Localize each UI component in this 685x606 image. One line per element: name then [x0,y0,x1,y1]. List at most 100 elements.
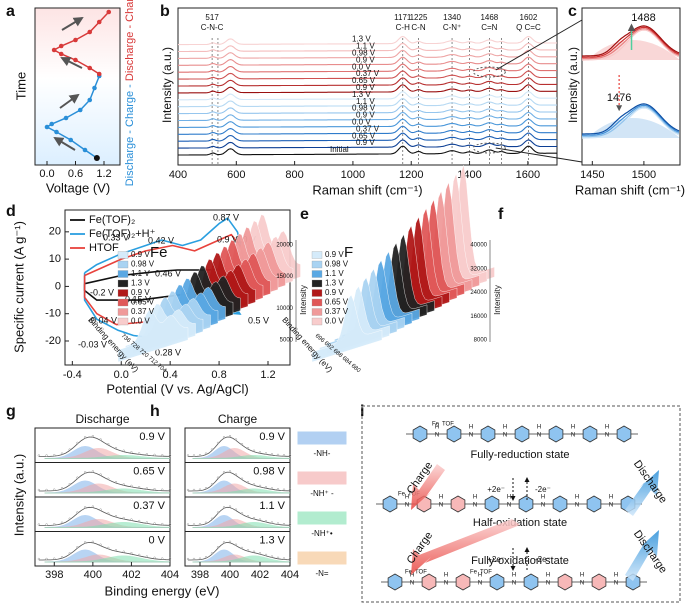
data-point [222,506,226,509]
ring [518,495,534,513]
spectrum [582,29,680,61]
y-axis-label: Intensity (a.u.) [11,454,26,536]
data-point [186,488,190,492]
data-point [161,488,164,491]
z-tick-label: 16000 [470,314,487,320]
x-tick-label: 0.4 [163,369,178,381]
peak-position: 1171 [394,13,412,22]
discharge-arrow [625,530,659,581]
element-label: Fe [150,244,168,261]
data-point [45,454,48,457]
data-point [270,521,274,524]
ring [586,495,602,513]
data-point [107,546,110,550]
data-point [258,518,262,521]
peak-position: 1340 [443,13,461,22]
x-tick-label: 400 [221,569,239,581]
data-point [91,505,95,508]
data-point [240,477,244,480]
atom-label: H [410,573,414,579]
legend-swatch [311,279,323,288]
spectrum [178,63,558,73]
data-point [282,454,286,457]
y-axis-label: Intensity (a.u.) [160,47,174,123]
x-tick-label: 600 [227,169,245,181]
data-point [76,511,79,514]
data-point [53,522,56,526]
data-point [246,549,250,552]
x-axis-label: Voltage (V) [46,180,110,195]
annotation: 0.42 V [148,235,174,245]
peak-name: C-N⁺ [443,23,461,32]
envelope [38,436,171,457]
atom-label: N [609,503,613,509]
zoom-line [495,19,583,71]
y-axis-label: Intensity (a.u.) [566,47,580,123]
x-tick-label: 398 [191,569,209,581]
atom-label: N [439,503,443,509]
y-tick-label: 10 [49,253,61,265]
atom-label: N [507,503,511,509]
data-point [130,451,133,454]
legend-label: 0.65 V [325,298,349,307]
spectrum-label: 0.37 V [356,69,380,78]
data-point [60,521,64,524]
data-point [252,550,256,553]
x-tick-label: -0.4 [63,369,82,381]
data-point [240,512,244,515]
atom-label: H [512,573,516,579]
data-point [68,552,71,555]
component [587,118,680,138]
spectrum [582,26,680,58]
side-label-part: Discharge - Charge - [124,81,136,186]
annotation: 0.33 V [103,232,129,242]
point [96,19,102,25]
data-point [282,488,286,491]
component [192,455,291,459]
panel-title: Discharge [75,412,129,426]
highlight [472,66,506,78]
atom-label: H [444,573,448,579]
annotation: -0.2 V [90,287,114,297]
x-tick-label: 712 [147,356,159,367]
data-point [114,549,118,552]
legend-label: -NH- [314,449,331,458]
atom-label: Fe [405,570,413,576]
z-tick-label: 20000 [276,243,293,249]
legend-swatch [117,298,129,307]
component [44,488,171,494]
atom-label: H [537,425,541,431]
data-point [198,453,202,457]
point [106,9,112,15]
point [87,97,93,103]
spectrum [178,98,558,108]
legend-swatch [297,431,347,445]
data-point [122,516,125,520]
panel-letter: b [160,3,170,20]
x-tick-label: 400 [169,169,187,181]
spectrum [178,118,558,128]
point [87,65,93,71]
legend-label: -NH⁺• [311,529,332,538]
peak-position: 1225 [410,13,428,22]
envelope [38,471,171,492]
ring [552,495,568,513]
atom-label: N [546,581,550,587]
charge-arrow [411,464,445,510]
data-point [161,522,164,526]
x-tick-label: 696 [314,333,326,344]
data-point [53,453,56,457]
annotation: -0.03 V [78,339,107,349]
legend-swatch [117,251,129,259]
data-point [258,552,262,555]
legend-label: 0.98 V [131,260,155,269]
y-tick-label: -10 [45,308,61,320]
ring [557,573,573,591]
data-point [240,546,244,550]
ring [523,573,539,591]
spectrum-label: 0.98 V [253,465,285,477]
atom-label: TOF [442,422,454,428]
data-point [99,543,102,546]
spectrum [582,103,680,135]
data-point [83,436,87,439]
